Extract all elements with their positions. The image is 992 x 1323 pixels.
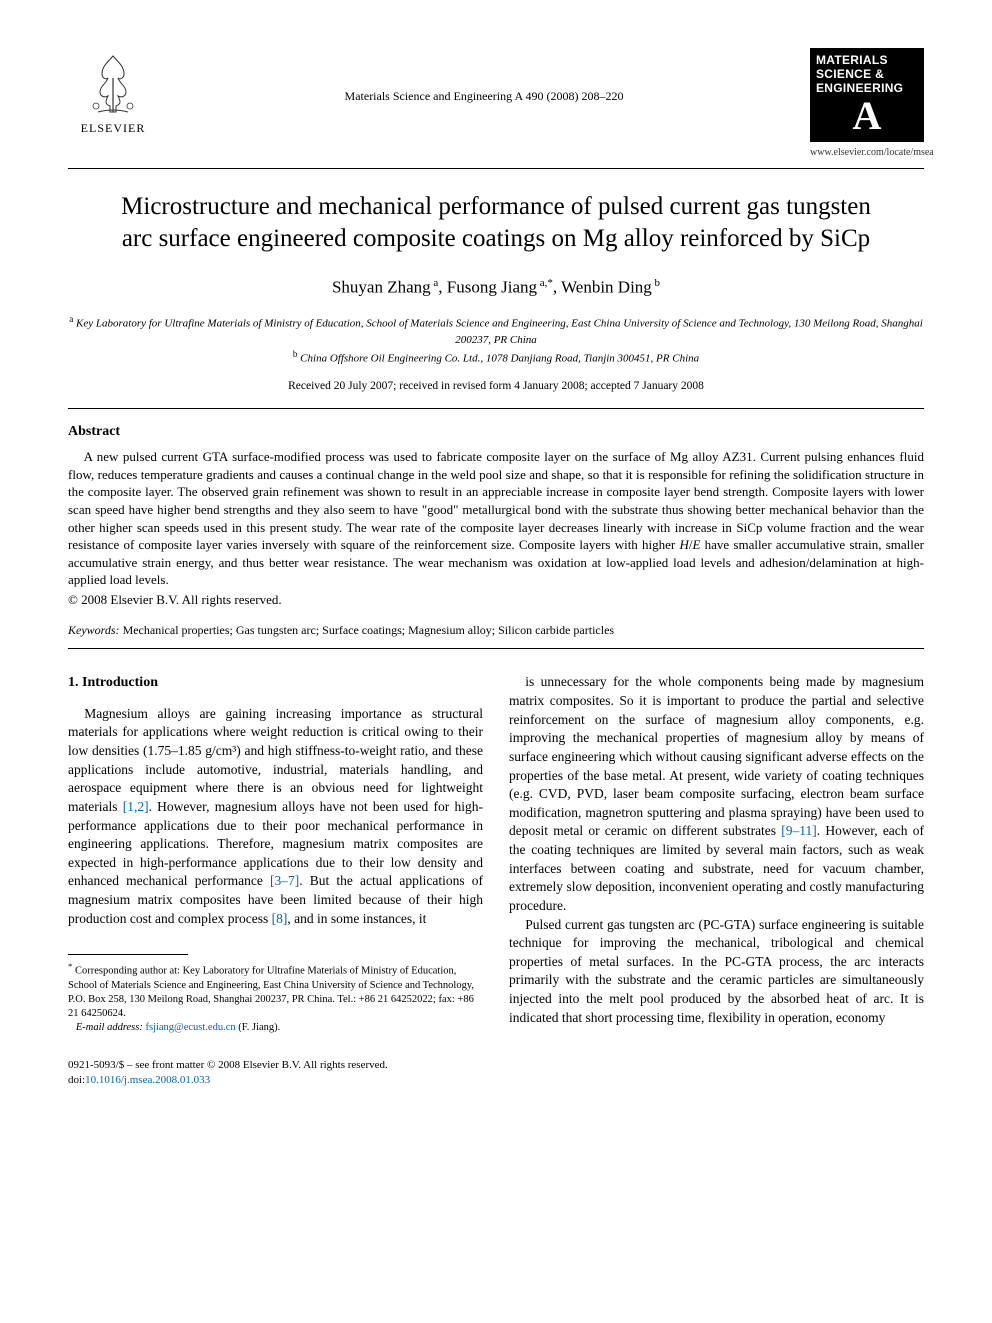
body-paragraph: Pulsed current gas tungsten arc (PC-GTA)… (509, 916, 924, 1028)
publisher-logo: ELSEVIER (68, 48, 158, 136)
doi-link[interactable]: 10.1016/j.msea.2008.01.033 (85, 1074, 210, 1086)
affiliations: a Key Laboratory for Ultrafine Materials… (68, 313, 924, 366)
section-heading: 1. Introduction (68, 673, 483, 692)
abstract-section: Abstract A new pulsed current GTA surfac… (68, 423, 924, 608)
abstract-body: A new pulsed current GTA surface-modifie… (68, 448, 924, 588)
journal-logo-title: MATERIALS SCIENCE & ENGINEERING (810, 48, 924, 98)
abstract-text: A new pulsed current GTA surface-modifie… (68, 448, 924, 588)
journal-logo-line: MATERIALS (816, 54, 918, 68)
elsevier-tree-icon (78, 48, 148, 118)
abstract-heading: Abstract (68, 423, 924, 442)
publisher-name: ELSEVIER (81, 120, 146, 136)
footnote-divider (68, 954, 188, 955)
affiliation-a: a Key Laboratory for Ultrafine Materials… (68, 313, 924, 347)
citation-link[interactable]: [8] (272, 911, 288, 926)
authors: Shuyan Zhang a, Fusong Jiang a,*, Wenbin… (68, 276, 924, 300)
citation-link[interactable]: [3–7] (270, 873, 299, 888)
header: ELSEVIER Materials Science and Engineeri… (68, 48, 924, 160)
keywords: Keywords: Mechanical properties; Gas tun… (68, 622, 924, 638)
journal-logo-letter: A (810, 96, 924, 142)
journal-reference: Materials Science and Engineering A 490 … (158, 48, 810, 104)
corresponding-footnote: * Corresponding author at: Key Laborator… (68, 961, 483, 1035)
body-paragraph: Magnesium alloys are gaining increasing … (68, 705, 483, 929)
divider (68, 168, 924, 169)
page-footer: 0921-5093/$ – see front matter © 2008 El… (68, 1058, 924, 1089)
journal-url[interactable]: www.elsevier.com/locate/msea (810, 146, 924, 160)
divider (68, 648, 924, 649)
column-left: 1. Introduction Magnesium alloys are gai… (68, 673, 483, 1035)
citation-link[interactable]: [1,2] (123, 799, 149, 814)
keywords-text: Mechanical properties; Gas tungsten arc;… (123, 623, 615, 637)
divider (68, 408, 924, 409)
footnote-text: Corresponding author at: Key Laboratory … (68, 966, 474, 1020)
abstract-copyright: © 2008 Elsevier B.V. All rights reserved… (68, 591, 924, 609)
footer-doi: doi:10.1016/j.msea.2008.01.033 (68, 1073, 924, 1088)
email-person: (F. Jiang). (238, 1022, 280, 1033)
journal-logo-line: SCIENCE & (816, 68, 918, 82)
citation-link[interactable]: [9–11] (781, 823, 817, 838)
body-paragraph: is unnecessary for the whole components … (509, 673, 924, 915)
email-address[interactable]: fsjiang@ecust.edu.cn (145, 1022, 235, 1033)
article-dates: Received 20 July 2007; received in revis… (68, 379, 924, 395)
email-label: E-mail address: (76, 1022, 143, 1033)
article-title: Microstructure and mechanical performanc… (108, 191, 884, 256)
keywords-label: Keywords: (68, 623, 120, 637)
affiliation-b: b China Offshore Oil Engineering Co. Ltd… (68, 348, 924, 367)
journal-logo: MATERIALS SCIENCE & ENGINEERING A www.el… (810, 48, 924, 160)
body-columns: 1. Introduction Magnesium alloys are gai… (68, 673, 924, 1035)
column-right: is unnecessary for the whole components … (509, 673, 924, 1035)
footer-issn: 0921-5093/$ – see front matter © 2008 El… (68, 1058, 924, 1073)
